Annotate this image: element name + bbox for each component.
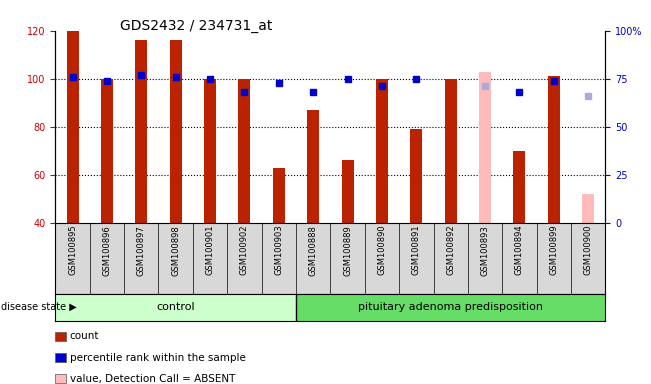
Text: GSM100888: GSM100888 [309, 225, 318, 276]
Bar [238, 79, 251, 223]
Text: GSM100896: GSM100896 [102, 225, 111, 276]
Text: GDS2432 / 234731_at: GDS2432 / 234731_at [120, 19, 273, 33]
Bar [307, 110, 319, 223]
Text: GSM100897: GSM100897 [137, 225, 146, 276]
Text: value, Detection Call = ABSENT: value, Detection Call = ABSENT [70, 374, 235, 384]
Text: GSM100891: GSM100891 [412, 225, 421, 275]
Text: GSM100902: GSM100902 [240, 225, 249, 275]
Bar [342, 161, 353, 223]
Bar [55, 294, 296, 321]
Text: disease state ▶: disease state ▶ [1, 302, 76, 312]
Text: GSM100900: GSM100900 [584, 225, 593, 275]
Bar [410, 129, 422, 223]
Text: GSM100890: GSM100890 [378, 225, 387, 275]
Text: GSM100893: GSM100893 [480, 225, 490, 276]
Text: GSM100894: GSM100894 [515, 225, 524, 275]
Bar [135, 40, 147, 223]
Text: percentile rank within the sample: percentile rank within the sample [70, 353, 245, 362]
Bar [376, 79, 388, 223]
Text: pituitary adenoma predisposition: pituitary adenoma predisposition [358, 302, 543, 312]
Bar [582, 194, 594, 223]
Bar [514, 151, 525, 223]
Bar [101, 79, 113, 223]
Bar [273, 167, 285, 223]
Text: GSM100889: GSM100889 [343, 225, 352, 276]
Text: count: count [70, 331, 99, 341]
Text: GSM100895: GSM100895 [68, 225, 77, 275]
Text: GSM100892: GSM100892 [446, 225, 455, 275]
Bar [445, 79, 457, 223]
Bar [548, 76, 560, 223]
Bar [296, 294, 605, 321]
Text: control: control [156, 302, 195, 312]
Text: GSM100901: GSM100901 [206, 225, 215, 275]
Text: GSM100903: GSM100903 [274, 225, 283, 275]
Text: GSM100898: GSM100898 [171, 225, 180, 276]
Text: GSM100899: GSM100899 [549, 225, 559, 275]
Bar [66, 31, 79, 223]
Bar [170, 40, 182, 223]
Bar [204, 79, 216, 223]
Bar [479, 71, 491, 223]
